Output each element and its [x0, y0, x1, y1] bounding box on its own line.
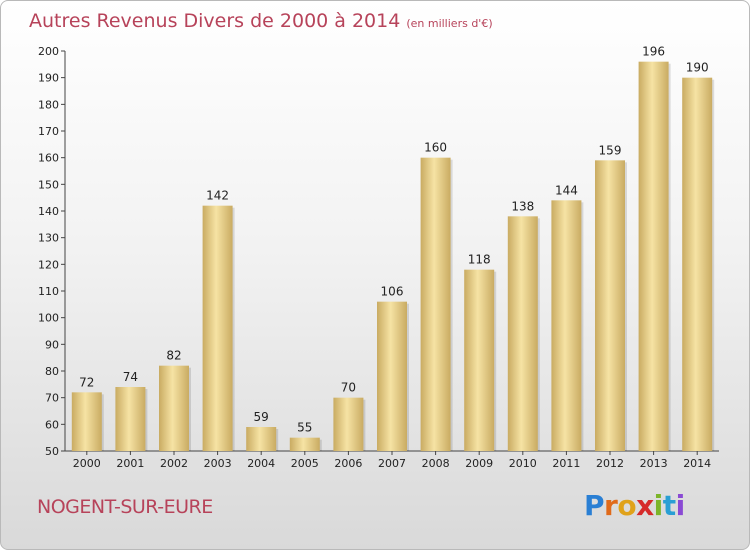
x-tick-label: 2002 [160, 457, 188, 470]
bar [377, 301, 407, 451]
y-tick-label: 190 [38, 72, 59, 85]
y-tick-label: 150 [38, 178, 59, 191]
logo-letter: r [604, 489, 618, 522]
bar [115, 387, 146, 451]
x-tick-label: 2010 [509, 457, 537, 470]
x-tick-label: 2011 [552, 457, 580, 470]
data-label: 142 [206, 189, 229, 203]
y-tick-label: 160 [38, 152, 59, 165]
data-label: 74 [123, 370, 138, 384]
data-label: 138 [511, 199, 534, 213]
y-tick-label: 140 [38, 205, 59, 218]
logo-letter: P [584, 489, 605, 522]
bar [464, 269, 495, 451]
logo-letter: i [653, 489, 664, 522]
x-tick-label: 2005 [291, 457, 319, 470]
data-label: 190 [686, 61, 709, 75]
x-tick-label: 2001 [116, 457, 144, 470]
x-tick-label: 2014 [683, 457, 711, 470]
data-label: 59 [254, 410, 269, 424]
bar [682, 77, 713, 452]
y-tick-label: 130 [38, 232, 59, 245]
data-label: 118 [468, 253, 491, 267]
chart-title: Autres Revenus Divers de 2000 à 2014 (en … [29, 10, 493, 32]
bar [71, 392, 102, 451]
x-tick-label: 2004 [247, 457, 275, 470]
bar [420, 157, 451, 451]
x-tick-label: 2012 [596, 457, 624, 470]
x-tick-label: 2013 [640, 457, 668, 470]
data-label: 106 [381, 285, 404, 299]
logo-letter: i [675, 489, 686, 522]
data-label: 144 [555, 183, 578, 197]
title-unit: (en milliers d'€) [406, 17, 493, 30]
y-tick-label: 200 [38, 45, 59, 58]
title-text: Autres Revenus Divers de 2000 à 2014 [29, 10, 401, 32]
data-label: 196 [642, 45, 665, 59]
x-tick-label: 2003 [204, 457, 232, 470]
y-tick-label: 60 [45, 418, 59, 431]
bar [246, 427, 277, 451]
data-label: 70 [341, 381, 356, 395]
bar [507, 216, 538, 451]
data-label: 55 [297, 421, 312, 435]
data-label: 160 [424, 141, 447, 155]
bar [159, 365, 189, 451]
y-tick-label: 100 [38, 312, 59, 325]
y-tick-label: 80 [45, 365, 59, 378]
x-tick-label: 2000 [73, 457, 101, 470]
data-label: 72 [79, 375, 94, 389]
bar [638, 61, 669, 452]
bar [551, 200, 582, 451]
bar [595, 160, 625, 452]
logo-letter: o [617, 489, 637, 522]
y-tick-label: 120 [38, 258, 59, 271]
x-tick-label: 2006 [334, 457, 362, 470]
data-label: 82 [166, 349, 181, 363]
y-tick-label: 90 [45, 338, 59, 351]
bar [333, 397, 364, 451]
proxiti-logo: Proxiti [584, 489, 685, 522]
logo-letter: t [662, 489, 676, 522]
x-tick-label: 2008 [422, 457, 450, 470]
data-label: 159 [599, 143, 622, 157]
bar [202, 205, 233, 451]
y-tick-label: 180 [38, 98, 59, 111]
x-tick-label: 2009 [465, 457, 493, 470]
y-tick-label: 50 [45, 445, 59, 458]
y-tick-label: 70 [45, 392, 59, 405]
y-tick-label: 110 [38, 285, 59, 298]
y-tick-label: 170 [38, 125, 59, 138]
place-name: NOGENT-SUR-EURE [37, 496, 213, 518]
logo-letter: x [636, 489, 654, 522]
x-tick-label: 2007 [378, 457, 406, 470]
bar [289, 437, 320, 451]
